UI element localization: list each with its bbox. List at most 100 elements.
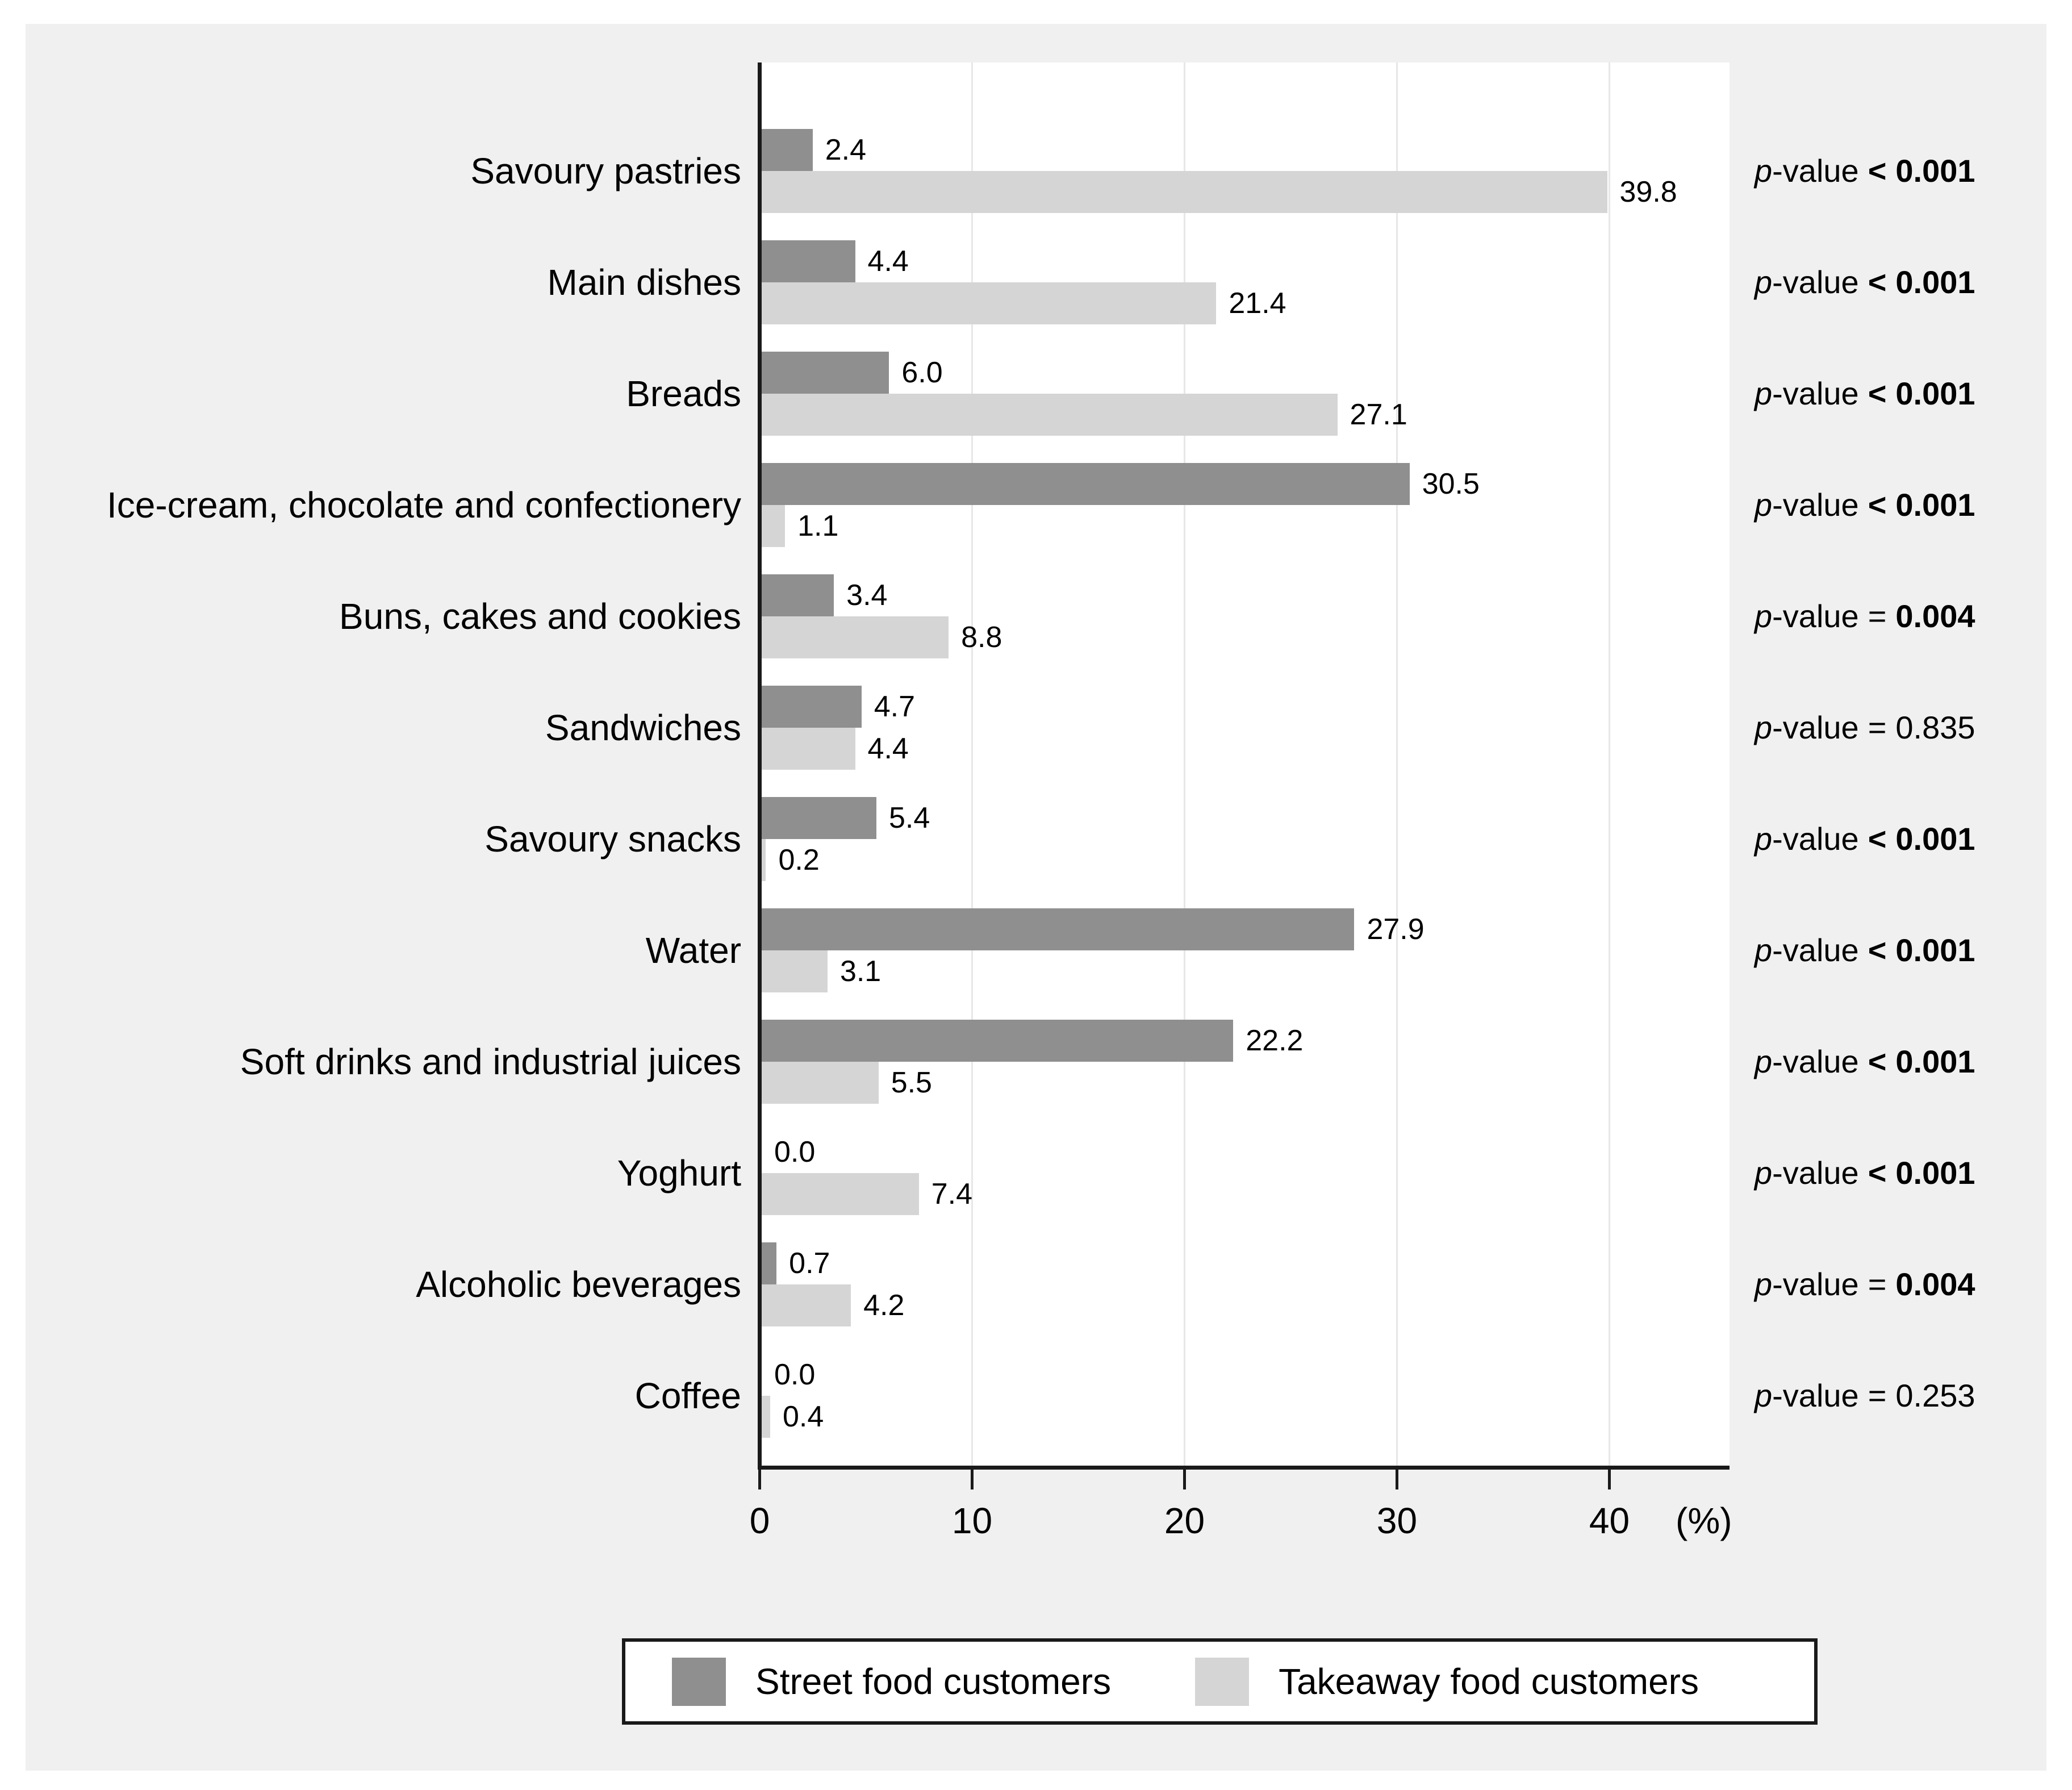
p-value-part: < <box>1868 487 1887 523</box>
p-value-part: 0.835 <box>1895 710 1975 745</box>
y-axis <box>758 62 762 1470</box>
p-value-part: -value <box>1772 264 1859 300</box>
p-value-part: -value <box>1772 821 1859 857</box>
bar-value-label: 0.4 <box>782 1400 824 1433</box>
category-label: Savoury pastries <box>470 151 741 191</box>
p-value-part: p <box>1754 264 1773 300</box>
x-tick-label: 10 <box>951 1500 993 1541</box>
x-tick <box>1608 1466 1611 1489</box>
legend-label: Takeaway food customers <box>1279 1661 1699 1702</box>
bar-value-label: 27.9 <box>1367 913 1424 946</box>
bar-street-food <box>762 352 889 394</box>
p-value-part: 0.253 <box>1895 1378 1975 1413</box>
p-value-label: p-value <0.001 <box>1754 1039 1975 1084</box>
p-value-part: < <box>1868 821 1887 857</box>
p-value-part: -value <box>1772 375 1859 411</box>
x-axis-unit-label: (%) <box>1676 1500 1732 1541</box>
p-value-part: = <box>1868 710 1887 745</box>
category-label: Coffee <box>634 1375 741 1416</box>
bar-takeaway-food <box>762 394 1338 436</box>
p-value-part: p <box>1754 1266 1773 1302</box>
p-value-part: p <box>1754 375 1773 411</box>
p-value-part: 0.001 <box>1895 821 1975 857</box>
bar-street-food <box>762 686 862 728</box>
bar-value-label: 7.4 <box>931 1178 973 1211</box>
gridline <box>1396 62 1398 1466</box>
bar-takeaway-food <box>762 171 1607 213</box>
x-tick-label: 30 <box>1376 1500 1418 1541</box>
p-value-part: -value <box>1772 1044 1859 1079</box>
p-value-part: -value <box>1772 1266 1859 1302</box>
p-value-part: -value <box>1772 710 1859 745</box>
p-value-part: = <box>1868 1266 1887 1302</box>
bar-value-label: 0.0 <box>774 1136 816 1169</box>
p-value-part: -value <box>1772 487 1859 523</box>
bar-takeaway-food <box>762 1173 919 1215</box>
bar-street-food <box>762 1020 1234 1062</box>
bar-value-label: 4.7 <box>874 690 916 723</box>
p-value-part: 0.001 <box>1895 487 1975 523</box>
category-label: Sandwiches <box>545 707 741 748</box>
bar-value-label: 1.1 <box>797 510 839 543</box>
p-value-part: 0.001 <box>1895 375 1975 411</box>
p-value-part: < <box>1868 1155 1887 1191</box>
category-label: Breads <box>626 373 741 414</box>
p-value-part: 0.004 <box>1895 1266 1975 1302</box>
bar-value-label: 4.2 <box>863 1289 905 1322</box>
legend-swatch-takeaway-food <box>1195 1657 1250 1706</box>
x-tick <box>971 1466 974 1489</box>
p-value-part: < <box>1868 1044 1887 1079</box>
category-label: Main dishes <box>547 262 742 303</box>
p-value-part: p <box>1754 487 1773 523</box>
p-value-part: p <box>1754 932 1773 968</box>
p-value-label: p-value = 0.835 <box>1754 705 1975 750</box>
bar-takeaway-food <box>762 728 855 770</box>
category-label: Yoghurt <box>617 1153 741 1194</box>
bar-value-label: 27.1 <box>1350 398 1407 431</box>
p-value-part: p <box>1754 1378 1773 1413</box>
bar-value-label: 4.4 <box>867 245 909 278</box>
p-value-label: p-value = 0.253 <box>1754 1373 1975 1418</box>
p-value-label: p-value <0.001 <box>1754 928 1975 973</box>
p-value-part: -value <box>1772 932 1859 968</box>
p-value-part: < <box>1868 153 1887 189</box>
p-value-part: -value <box>1772 1155 1859 1191</box>
legend-label: Street food customers <box>755 1661 1112 1702</box>
bar-street-food <box>762 240 855 282</box>
p-value-part: p <box>1754 153 1773 189</box>
bar-takeaway-food <box>762 950 828 992</box>
legend-entry: Street food customers <box>672 1657 1112 1706</box>
bar-street-food <box>762 463 1410 505</box>
bar-takeaway-food <box>762 505 786 547</box>
bar-value-label: 21.4 <box>1229 287 1286 320</box>
bar-takeaway-food <box>762 1284 851 1326</box>
bar-value-label: 22.2 <box>1246 1024 1304 1057</box>
p-value-part: 0.004 <box>1895 598 1975 634</box>
bar-takeaway-food <box>762 1062 879 1104</box>
bar-value-label: 5.5 <box>891 1066 932 1099</box>
x-tick-label: 0 <box>749 1500 770 1541</box>
bar-street-food <box>762 797 876 839</box>
bar-value-label: 30.5 <box>1422 468 1480 500</box>
bar-street-food <box>762 1242 777 1284</box>
p-value-label: p-value <0.001 <box>1754 260 1975 305</box>
p-value-part: p <box>1754 1155 1773 1191</box>
bar-value-label: 0.2 <box>778 844 820 877</box>
bar-value-label: 4.4 <box>867 732 909 765</box>
p-value-part: 0.001 <box>1895 153 1975 189</box>
x-tick-label: 20 <box>1164 1500 1205 1541</box>
p-value-label: p-value <0.001 <box>1754 148 1975 194</box>
bar-takeaway-food <box>762 839 766 881</box>
category-label: Water <box>645 930 741 971</box>
p-value-label: p-value = 0.004 <box>1754 594 1975 639</box>
bar-value-label: 5.4 <box>888 802 930 835</box>
p-value-label: p-value <0.001 <box>1754 482 1975 528</box>
p-value-part: < <box>1868 264 1887 300</box>
bar-value-label: 6.0 <box>901 356 943 389</box>
p-value-part: p <box>1754 821 1773 857</box>
bar-takeaway-food <box>762 616 949 658</box>
p-value-part: -value <box>1772 153 1859 189</box>
x-tick <box>758 1466 761 1489</box>
p-value-part: 0.001 <box>1895 1155 1975 1191</box>
